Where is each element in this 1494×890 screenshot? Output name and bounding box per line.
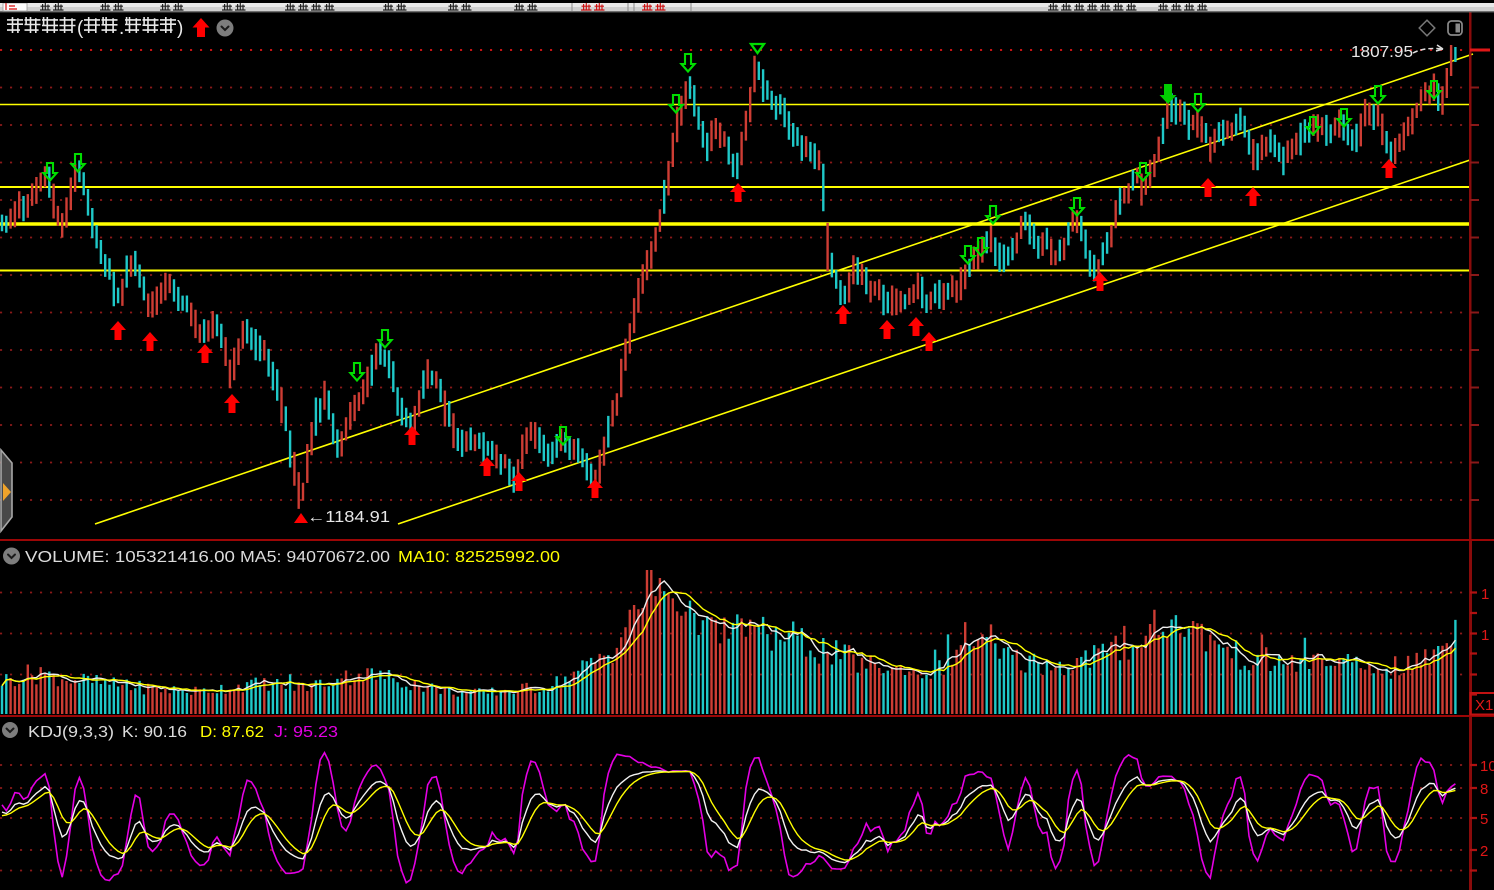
svg-text:X1: X1 [1475, 697, 1493, 714]
svg-text:J: 95.23: J: 95.23 [274, 724, 338, 741]
svg-text:←1184.91: ←1184.91 [307, 509, 390, 526]
svg-text:VOLUME: 105321416.00: VOLUME: 105321416.00 [25, 549, 235, 566]
svg-text:MA5: 94070672.00: MA5: 94070672.00 [240, 549, 390, 566]
svg-text:.: . [119, 18, 124, 39]
svg-text:2: 2 [1480, 843, 1488, 860]
svg-text:KDJ(9,3,3): KDJ(9,3,3) [28, 724, 114, 741]
svg-text:5: 5 [1480, 811, 1488, 828]
svg-text:1807.95: 1807.95 [1351, 44, 1413, 61]
svg-text:K: 90.16: K: 90.16 [122, 724, 187, 741]
svg-text:D: 87.62: D: 87.62 [200, 724, 264, 741]
svg-text:1: 1 [1481, 586, 1489, 603]
svg-text:8: 8 [1480, 781, 1488, 798]
svg-text:1: 1 [1481, 627, 1489, 644]
svg-text:MA10: 82525992.00: MA10: 82525992.00 [398, 549, 560, 566]
svg-text:): ) [177, 18, 183, 39]
svg-text:10: 10 [1480, 758, 1494, 775]
svg-text:(: ( [77, 18, 84, 39]
